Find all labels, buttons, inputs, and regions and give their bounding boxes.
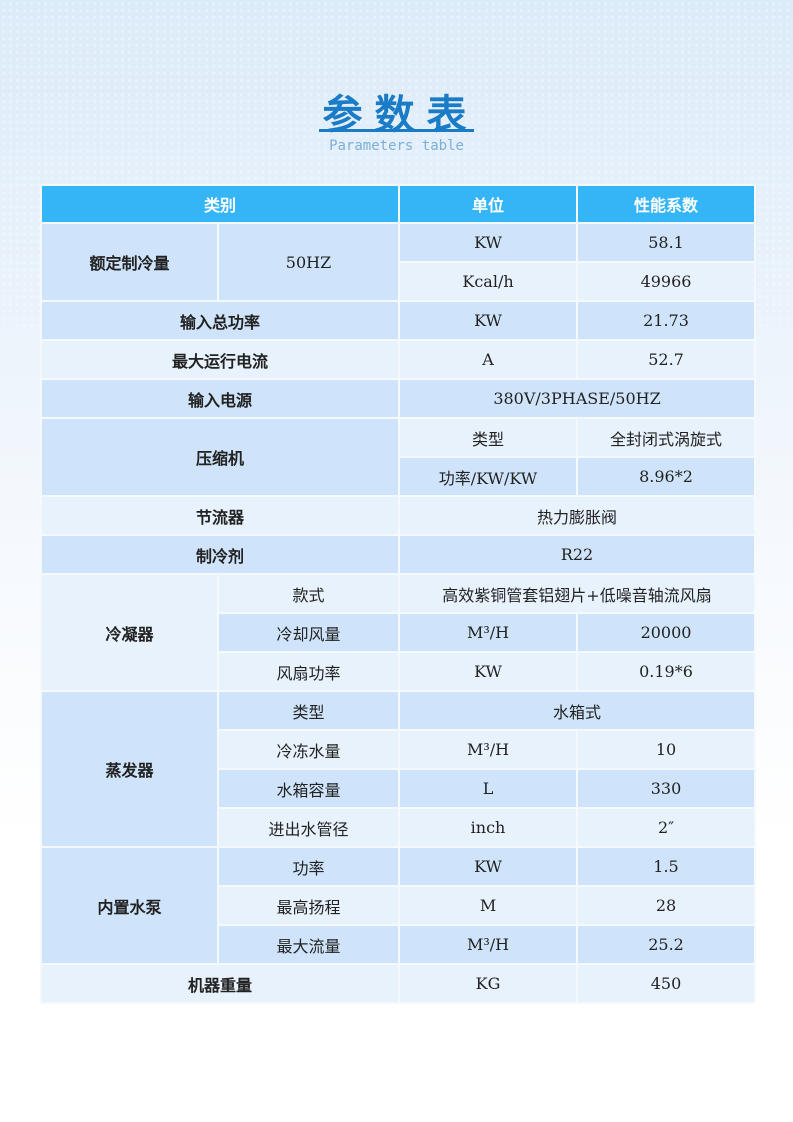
- row-label: 节流器: [39, 495, 401, 536]
- cell-value: 450: [576, 963, 757, 1004]
- cell-sublabel: 进出水管径: [216, 807, 401, 848]
- cell-sublabel: 款式: [216, 573, 401, 614]
- cell-value: 380V/3PHASE/50HZ: [398, 378, 757, 419]
- cell-unit: A: [398, 339, 579, 380]
- table-header: 类别 单位 性能系数: [39, 184, 757, 224]
- cell-unit: L: [398, 768, 579, 809]
- cell-value: 52.7: [576, 339, 757, 380]
- cell-unit: 功率/KW/KW: [398, 456, 579, 497]
- cell-value: 热力膨胀阀: [398, 495, 757, 536]
- cell-value: 21.73: [576, 300, 757, 341]
- cell-unit: M: [398, 885, 579, 926]
- row-sublabel: 50HZ: [216, 222, 401, 302]
- row-label: 蒸发器: [40, 690, 219, 848]
- cell-unit: KW: [398, 300, 579, 341]
- table-row: 节流器 热力膨胀阀: [39, 495, 757, 536]
- table-row: 机器重量 KG 450: [39, 963, 757, 1004]
- cell-value: 水箱式: [398, 690, 757, 731]
- cell-value: 10: [576, 729, 757, 770]
- table-row: 功率/KW/KW 8.96*2: [41, 456, 757, 497]
- cell-unit: KW: [398, 846, 579, 887]
- cell-sublabel: 最大流量: [216, 924, 401, 965]
- cell-unit: M³/H: [398, 612, 579, 653]
- cell-sublabel: 功率: [216, 846, 401, 887]
- cell-value: 25.2: [576, 924, 757, 965]
- cell-unit: KW: [398, 222, 579, 263]
- row-label: 输入电源: [39, 378, 401, 419]
- cell-value: 20000: [576, 612, 757, 653]
- table-row: 冷冻水量 M³/H 10: [41, 729, 757, 770]
- cell-value: 28: [576, 885, 757, 926]
- row-label: 额定制冷量: [40, 222, 219, 302]
- cell-value: 1.5: [576, 846, 757, 887]
- row-label: 制冷剂: [39, 534, 401, 575]
- table-row: 风扇功率 KW 0.19*6: [41, 651, 757, 692]
- cell-sublabel: 最高扬程: [216, 885, 401, 926]
- cell-value: 49966: [576, 261, 757, 302]
- table-row: 冷凝器 款式 高效紫铜管套铝翅片+低噪音轴流风扇: [40, 573, 757, 692]
- cell-unit: Kcal/h: [398, 261, 579, 302]
- header-category: 类别: [39, 184, 401, 224]
- table-row: 最大运行电流 A 52.7: [39, 339, 757, 380]
- table-row: 输入总功率 KW 21.73: [39, 300, 757, 341]
- cell-sublabel: 冷却风量: [216, 612, 401, 653]
- cell-value: 全封闭式涡旋式: [576, 417, 757, 458]
- title-underline: [319, 129, 474, 132]
- table-row: 水箱容量 L 330: [41, 768, 757, 809]
- table-row: 内置水泵 功率 KW 1.5: [40, 846, 757, 965]
- row-label: 压缩机: [39, 417, 401, 497]
- table-row: 额定制冷量 50HZ KW 58.1: [40, 222, 757, 302]
- header-value: 性能系数: [576, 184, 757, 224]
- cell-value: R22: [398, 534, 757, 575]
- cell-value: 高效紫铜管套铝翅片+低噪音轴流风扇: [398, 573, 757, 614]
- cell-unit: M³/H: [398, 729, 579, 770]
- cell-unit: M³/H: [398, 924, 579, 965]
- page-subtitle: Parameters table: [329, 138, 464, 154]
- cell-unit: 类型: [398, 417, 579, 458]
- cell-value: 330: [576, 768, 757, 809]
- table-row: 冷却风量 M³/H 20000: [41, 612, 757, 653]
- cell-value: 8.96*2: [576, 456, 757, 497]
- cell-sublabel: 冷冻水量: [216, 729, 401, 770]
- cell-sublabel: 风扇功率: [216, 651, 401, 692]
- row-label: 冷凝器: [40, 573, 219, 692]
- row-label: 机器重量: [39, 963, 401, 1004]
- table-row: 进出水管径 inch 2″: [41, 807, 757, 848]
- parameters-table: 类别 单位 性能系数 额定制冷量 50HZ KW 58.1 Kcal/h 499…: [39, 184, 757, 1004]
- table-row: 最高扬程 M 28: [41, 885, 757, 926]
- cell-value: 58.1: [576, 222, 757, 263]
- row-label: 最大运行电流: [39, 339, 401, 380]
- table-row: 输入电源 380V/3PHASE/50HZ: [39, 378, 757, 419]
- table-row: 最大流量 M³/H 25.2: [41, 924, 757, 965]
- cell-sublabel: 类型: [216, 690, 401, 731]
- cell-unit: KG: [398, 963, 579, 1004]
- cell-value: 0.19*6: [576, 651, 757, 692]
- cell-unit: inch: [398, 807, 579, 848]
- cell-unit: KW: [398, 651, 579, 692]
- table-row: 制冷剂 R22: [39, 534, 757, 575]
- header-unit: 单位: [398, 184, 579, 224]
- table-row: Kcal/h 49966: [41, 261, 757, 302]
- table-row: 压缩机 类型 全封闭式涡旋式: [39, 417, 757, 497]
- table-row: 蒸发器 类型 水箱式: [40, 690, 757, 848]
- cell-value: 2″: [576, 807, 757, 848]
- row-label: 输入总功率: [39, 300, 401, 341]
- row-label: 内置水泵: [40, 846, 219, 965]
- cell-sublabel: 水箱容量: [216, 768, 401, 809]
